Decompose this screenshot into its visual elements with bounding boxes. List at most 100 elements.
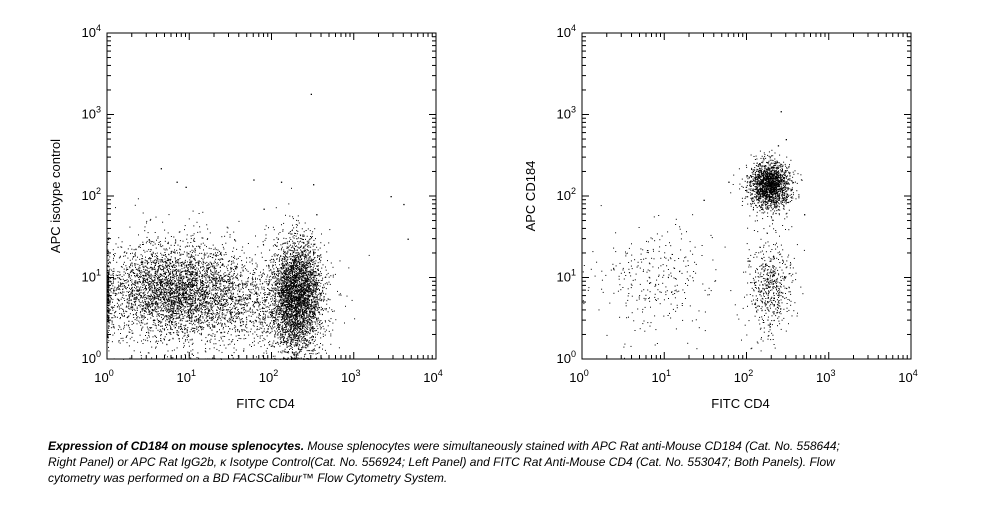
event-dot (191, 309, 193, 311)
event-dot (170, 327, 172, 329)
event-dot (151, 287, 153, 289)
event-dot (206, 293, 208, 295)
event-dot (140, 295, 142, 296)
event-dot (137, 277, 139, 278)
event-dot (202, 211, 204, 213)
event-dot (153, 296, 155, 298)
event-dot (171, 293, 173, 295)
event-dot (319, 346, 321, 348)
event-dot (229, 306, 231, 308)
event-dot (314, 310, 316, 312)
event-dot (191, 249, 193, 251)
event-dot (164, 240, 166, 242)
event-dot (219, 288, 221, 290)
event-dot (253, 337, 255, 339)
event-dot (198, 323, 200, 325)
event-dot (312, 267, 314, 269)
event-dot (118, 257, 120, 259)
event-dot (312, 353, 314, 355)
event-dot (129, 267, 131, 269)
event-dot (302, 284, 304, 286)
event-dot (158, 242, 160, 243)
event-dot (215, 258, 217, 260)
event-dot (162, 260, 164, 262)
event-dot (261, 321, 263, 323)
event-dot (206, 319, 208, 321)
event-dot (149, 251, 151, 252)
event-dot (321, 292, 323, 294)
event-dot (125, 336, 127, 338)
event-dot (200, 293, 202, 295)
event-dot (183, 335, 185, 337)
event-dot (186, 266, 187, 268)
event-dot (302, 276, 304, 278)
event-dot (156, 284, 158, 286)
event-dot (303, 231, 305, 233)
event-dot (210, 300, 212, 302)
event-dot (123, 311, 125, 313)
event-dot (205, 301, 207, 302)
event-dot (291, 230, 293, 232)
event-dot (139, 312, 141, 314)
event-dot (295, 311, 297, 313)
event-dot (211, 278, 213, 280)
event-dot (145, 289, 147, 291)
event-dot (203, 294, 205, 295)
event-dot (145, 300, 147, 302)
event-dot (172, 284, 174, 286)
event-dot (172, 265, 174, 267)
event-dot (322, 344, 324, 346)
event-dot (165, 323, 167, 325)
event-dot (163, 261, 165, 263)
event-dot (171, 277, 173, 279)
event-dot (173, 281, 175, 283)
event-dot (124, 300, 126, 301)
event-dot (302, 236, 304, 237)
event-dot (169, 292, 171, 294)
event-dot (193, 330, 195, 332)
event-dot (252, 305, 254, 307)
event-dot (163, 288, 165, 290)
event-dot (215, 279, 217, 281)
event-dot (176, 287, 178, 289)
event-dot (159, 329, 161, 331)
event-dot (191, 304, 193, 306)
event-dot (228, 279, 230, 281)
event-dot (195, 295, 197, 297)
event-dot (299, 292, 301, 294)
event-dot (189, 278, 191, 280)
event-dot (261, 286, 263, 288)
event-dot (125, 306, 127, 308)
event-dot (304, 245, 306, 247)
event-dot (295, 235, 297, 237)
event-dot (188, 245, 190, 247)
event-dot (156, 296, 158, 298)
event-dot (210, 334, 212, 336)
event-dot (188, 264, 190, 266)
event-dot (144, 301, 146, 303)
event-dot (291, 302, 293, 304)
event-dot (182, 297, 184, 299)
event-dot (256, 286, 258, 288)
event-dot (192, 297, 194, 299)
event-dot (164, 309, 166, 311)
event-dot (147, 318, 149, 320)
event-dot (266, 265, 268, 267)
event-dot (220, 294, 222, 296)
event-dot (107, 300, 109, 302)
event-dot (128, 331, 130, 333)
event-dot (292, 339, 294, 341)
event-dot (165, 237, 166, 239)
event-dot (176, 270, 178, 272)
event-dot (119, 342, 121, 344)
event-dot (192, 264, 194, 266)
event-dot (145, 281, 146, 283)
event-dot (287, 308, 289, 310)
event-dot (171, 321, 173, 323)
event-dot (164, 258, 166, 260)
event-dot (189, 315, 190, 317)
event-dot (246, 319, 248, 321)
event-dot (179, 269, 181, 271)
event-dot (137, 269, 139, 271)
event-dot (147, 352, 149, 354)
